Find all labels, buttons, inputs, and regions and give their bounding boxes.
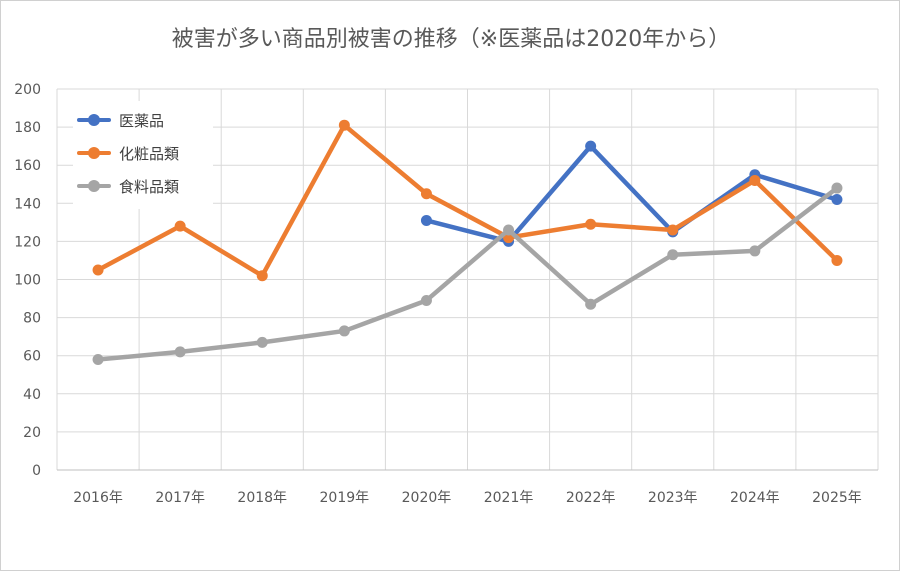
x-tick-label: 2024年	[730, 490, 780, 506]
legend-label-series-3: 食料品類	[119, 177, 180, 196]
legend-item-series-1: 医薬品	[73, 109, 164, 131]
chart-title: 被害が多い商品別被害の推移（※医薬品は2020年から）	[171, 27, 731, 52]
data-point	[667, 224, 679, 236]
y-tick-label: 160	[14, 158, 41, 174]
series-line	[424, 143, 840, 244]
series-line	[95, 122, 840, 278]
data-point	[585, 218, 597, 230]
legend-swatch-series-3	[73, 179, 115, 193]
legend: 医薬品 化粧品類 食料品類	[73, 101, 213, 209]
series-2	[92, 119, 843, 282]
series-group	[92, 119, 843, 366]
y-tick-label: 100	[14, 273, 41, 289]
data-point	[749, 174, 761, 186]
x-tick-label: 2021年	[484, 490, 534, 506]
x-tick-label: 2025年	[812, 490, 862, 506]
x-tick-label: 2022年	[566, 490, 616, 506]
y-tick-label: 80	[23, 311, 41, 327]
data-point	[174, 346, 186, 358]
y-tick-label: 200	[14, 82, 41, 98]
data-point	[420, 188, 432, 200]
x-tick-label: 2020年	[402, 490, 452, 506]
data-point	[420, 294, 432, 306]
legend-swatch-series-1	[73, 113, 115, 127]
y-tick-label: 60	[23, 349, 41, 365]
data-point	[256, 336, 268, 348]
data-point	[585, 140, 597, 152]
y-tick-label: 0	[32, 463, 41, 479]
data-point	[831, 182, 843, 194]
legend-label-series-1: 医薬品	[119, 111, 165, 130]
series-1	[420, 140, 843, 247]
y-tick-label: 180	[14, 120, 41, 136]
data-point	[92, 264, 104, 276]
x-tick-labels: 2016年 2017年 2018年 2019年 2020年 2021年 2022年 2023年…	[73, 490, 862, 506]
series-line	[95, 185, 840, 362]
data-point	[749, 245, 761, 257]
x-tick-label: 2017年	[155, 490, 205, 506]
legend-item-series-3: 食料品類	[73, 175, 179, 197]
data-point	[667, 249, 679, 261]
series-3	[92, 182, 843, 366]
y-tick-label: 20	[23, 425, 41, 441]
data-point	[831, 193, 843, 205]
data-point	[338, 325, 350, 337]
x-tick-label: 2023年	[648, 490, 698, 506]
data-point	[174, 220, 186, 232]
x-tick-label: 2018年	[237, 490, 287, 506]
y-tick-label: 40	[23, 387, 41, 403]
data-point	[92, 354, 104, 366]
data-point	[831, 254, 843, 266]
y-tick-labels: 0 20 40 60 80 100 120 140 160 180 200	[14, 82, 41, 479]
data-point	[503, 224, 515, 236]
legend-item-series-2: 化粧品類	[73, 142, 179, 164]
data-point	[420, 214, 432, 226]
x-tick-label: 2019年	[320, 490, 370, 506]
legend-swatch-series-2	[73, 146, 115, 160]
legend-label-series-2: 化粧品類	[119, 144, 180, 163]
y-tick-label: 120	[14, 234, 41, 250]
x-tick-label: 2016年	[73, 490, 123, 506]
data-point	[338, 119, 350, 131]
data-point	[585, 298, 597, 310]
data-point	[256, 270, 268, 282]
y-tick-label: 140	[14, 196, 41, 212]
